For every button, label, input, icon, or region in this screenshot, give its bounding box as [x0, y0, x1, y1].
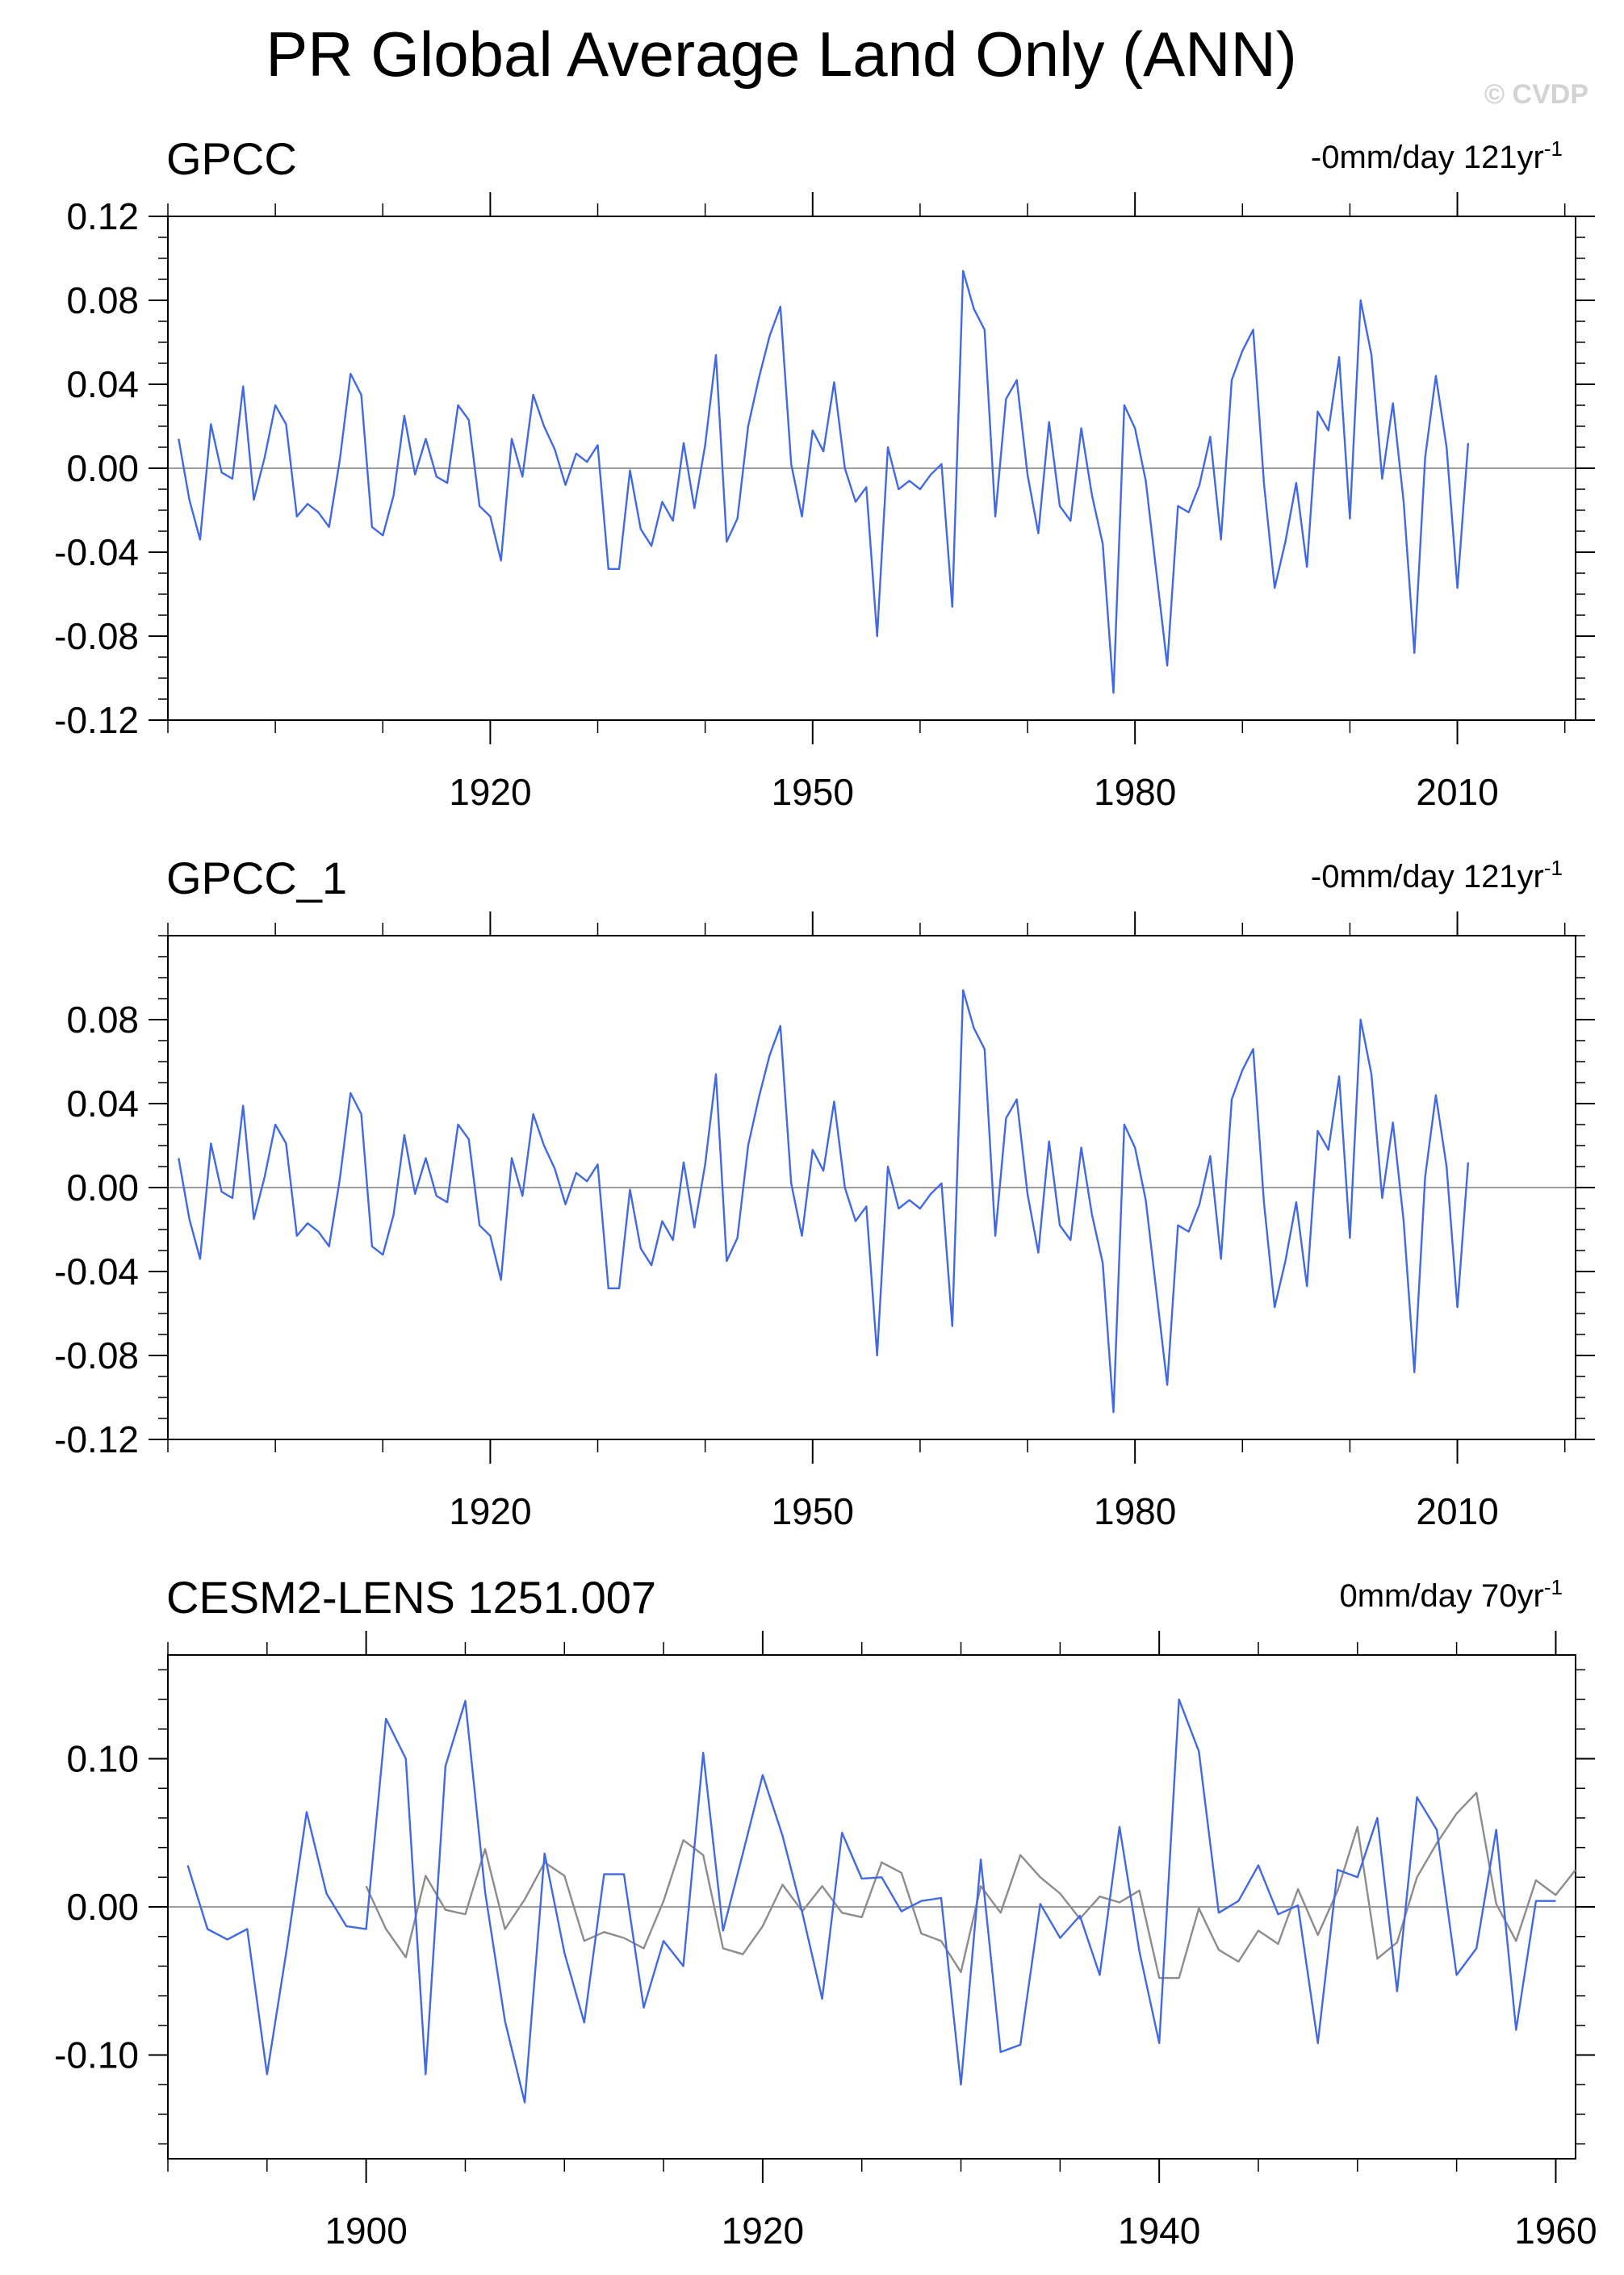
series-line-2 [365, 1791, 1576, 1980]
y-tick-label: 0.00 [66, 1886, 139, 1928]
trend-label: -0mm/day 121yr-1 [1311, 856, 1563, 894]
trend-superscript: -1 [1544, 136, 1563, 161]
trend-text: 0mm/day 70yr [1339, 1578, 1543, 1614]
panel-title: CESM2-LENS 1251.007 [166, 1572, 656, 1623]
series-line-1 [178, 989, 1470, 1414]
y-tick-label: -0.04 [54, 531, 139, 573]
x-tick-label: 1920 [722, 2210, 804, 2252]
y-tick-label: 0.00 [66, 447, 139, 489]
y-tick-label: -0.08 [54, 615, 139, 657]
x-tick-label: 1980 [1094, 771, 1176, 813]
trend-label: 0mm/day 70yr-1 [1339, 1575, 1563, 1614]
trend-superscript: -1 [1544, 856, 1563, 880]
x-tick-label: 2010 [1416, 1490, 1498, 1532]
y-tick-label: 0.04 [66, 363, 139, 405]
y-tick-label: -0.12 [54, 699, 139, 741]
panel-2: GPCC_1 -0mm/day 121yr-1 -0.12 -0.08 -0.04 0.0… [54, 853, 1595, 1532]
y-tick-label: -0.08 [54, 1334, 139, 1376]
panel-title: GPCC_1 [166, 853, 347, 903]
trend-text: -0mm/day 121yr [1311, 140, 1544, 175]
x-tick-label: 1950 [772, 771, 854, 813]
y-tick-label: 0.00 [66, 1167, 139, 1209]
panel-title: GPCC [166, 133, 297, 184]
x-tick-label: 1960 [1514, 2210, 1597, 2252]
x-tick-label: 1980 [1094, 1490, 1176, 1532]
y-tick-label: 0.04 [66, 1083, 139, 1125]
trend-text: -0mm/day 121yr [1311, 859, 1544, 894]
panel-1: GPCC -0mm/day 121yr-1 -0.12 -0.08 -0.04 0.00 0… [54, 133, 1595, 813]
series-line-1 [178, 270, 1470, 694]
trend-superscript: -1 [1544, 1575, 1563, 1599]
figure-title: PR Global Average Land Only (ANN) [266, 19, 1297, 90]
x-tick-label: 1920 [449, 771, 531, 813]
y-tick-label: -0.10 [54, 2034, 139, 2076]
x-tick-label: 1950 [772, 1490, 854, 1532]
y-tick-label: 0.08 [66, 999, 139, 1041]
copyright-label: © CVDP [1484, 79, 1588, 110]
x-tick-label: 1920 [449, 1490, 531, 1532]
y-tick-label: 0.08 [66, 279, 139, 321]
series-line-1 [186, 1698, 1556, 2104]
y-tick-label: 0.12 [66, 195, 139, 237]
x-tick-label: 1900 [324, 2210, 407, 2252]
x-tick-label: 1940 [1118, 2210, 1200, 2252]
trend-label: -0mm/day 121yr-1 [1311, 136, 1563, 175]
y-tick-label: -0.12 [54, 1418, 139, 1460]
panels: GPCC -0mm/day 121yr-1-0.12-0.08-0.040.000… [54, 133, 1597, 2252]
y-tick-label: 0.10 [66, 1737, 139, 1779]
panel-3: CESM2-LENS 1251.007 0mm/day 70yr-1 -0.10 0.… [54, 1572, 1597, 2252]
x-tick-label: 2010 [1416, 771, 1498, 813]
y-tick-label: -0.04 [54, 1251, 139, 1293]
